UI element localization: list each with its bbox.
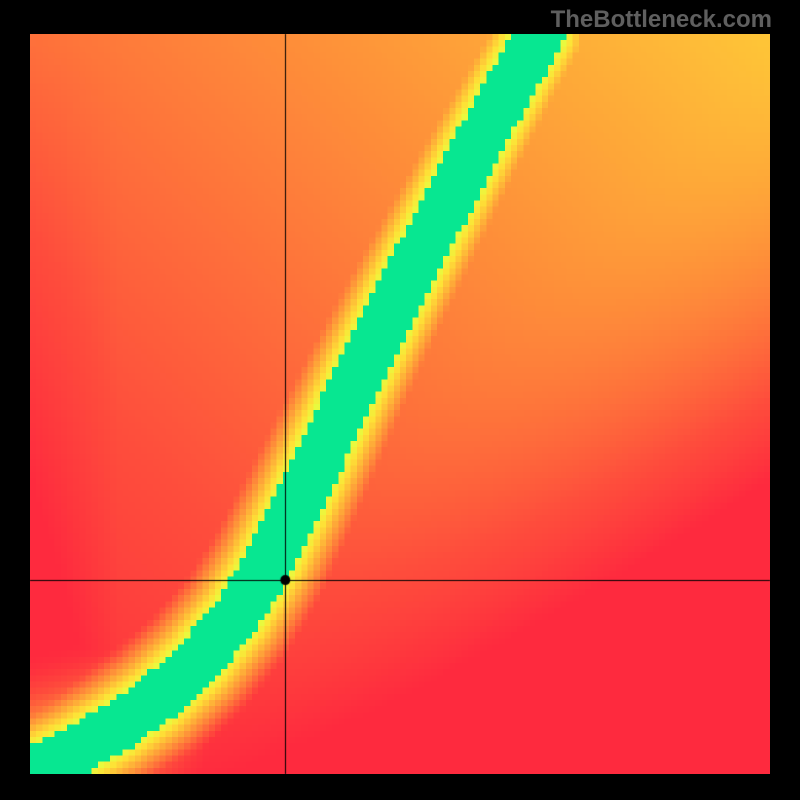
chart-container: TheBottleneck.com xyxy=(0,0,800,800)
crosshair-overlay xyxy=(0,0,800,800)
watermark-text: TheBottleneck.com xyxy=(551,6,772,34)
